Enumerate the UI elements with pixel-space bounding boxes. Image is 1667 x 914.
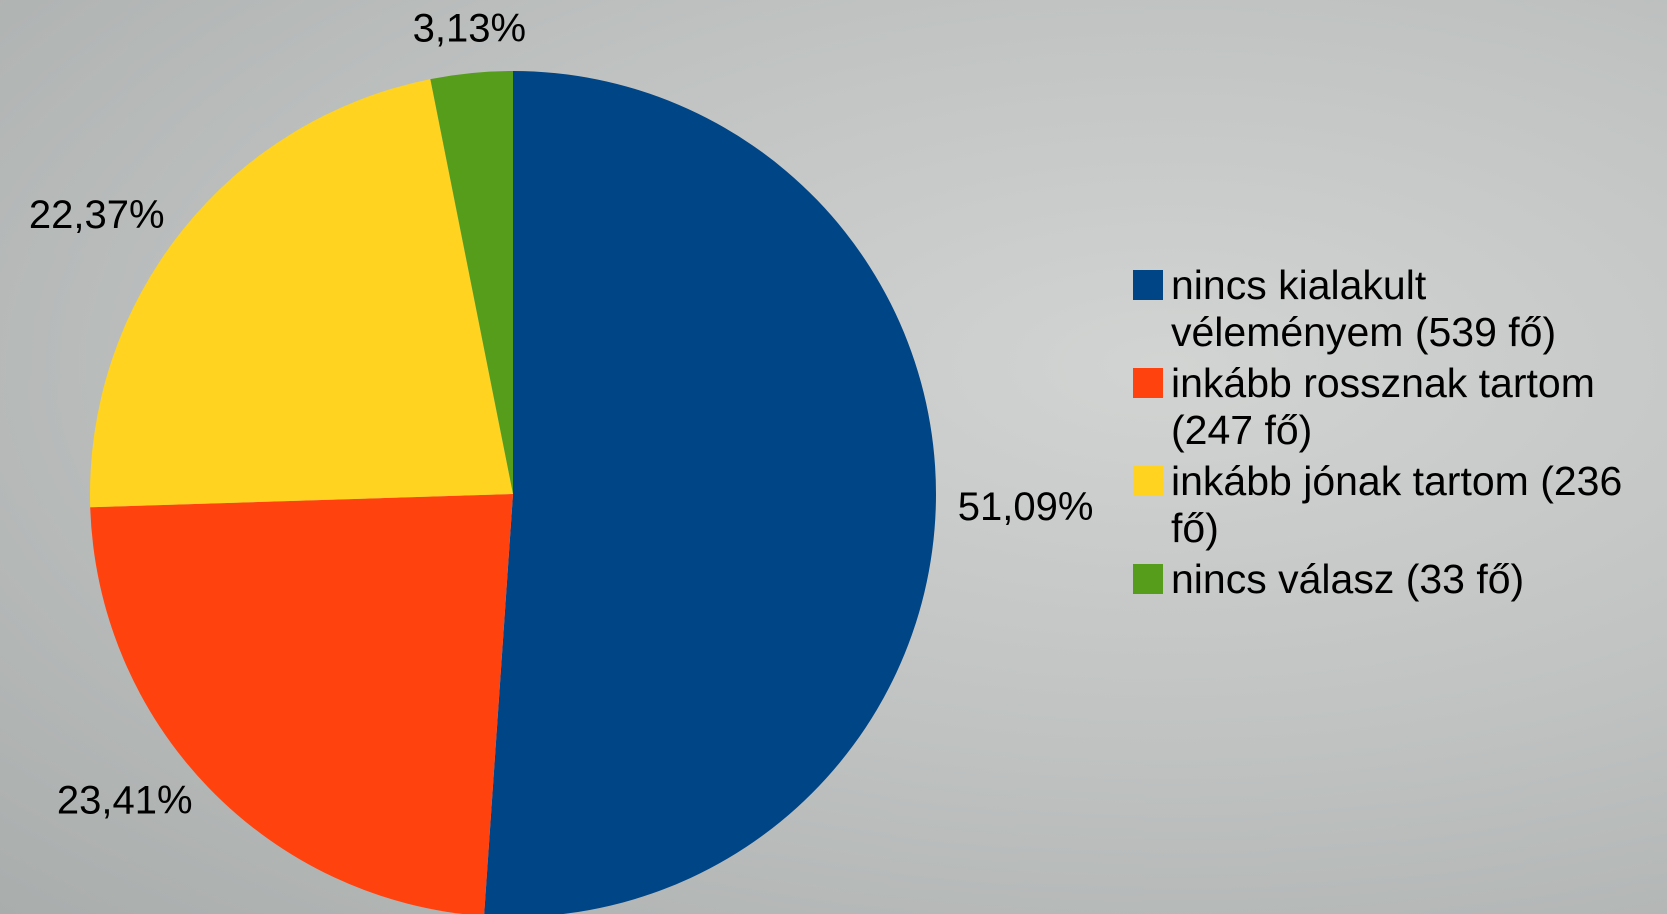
data-label: 3,13% [413, 7, 526, 51]
data-label: 51,09% [958, 485, 1094, 529]
pie-slice [90, 79, 513, 508]
pie-slice [430, 71, 513, 494]
legend-item: inkább jónak tartom (236 fő) [1133, 458, 1663, 552]
legend-swatch [1133, 466, 1163, 496]
pie-slice [484, 71, 936, 914]
legend-swatch [1133, 270, 1163, 300]
legend-swatch [1133, 368, 1163, 398]
legend-item: inkább rossznak tartom (247 fő) [1133, 360, 1663, 454]
legend-swatch [1133, 564, 1163, 594]
data-label: 22,37% [29, 193, 165, 237]
legend-item: nincs kialakult véleményem (539 fő) [1133, 262, 1663, 356]
legend-label: nincs kialakult véleményem (539 fő) [1171, 262, 1557, 355]
data-label: 23,41% [57, 778, 193, 822]
pie-slice [90, 494, 513, 914]
legend-item: nincs válasz (33 fő) [1133, 556, 1663, 603]
legend: nincs kialakult véleményem (539 fő) inkáb… [1133, 262, 1663, 607]
legend-label: nincs válasz (33 fő) [1171, 556, 1525, 602]
legend-label: inkább jónak tartom (236 fő) [1171, 458, 1623, 551]
legend-label: inkább rossznak tartom (247 fő) [1171, 360, 1595, 453]
